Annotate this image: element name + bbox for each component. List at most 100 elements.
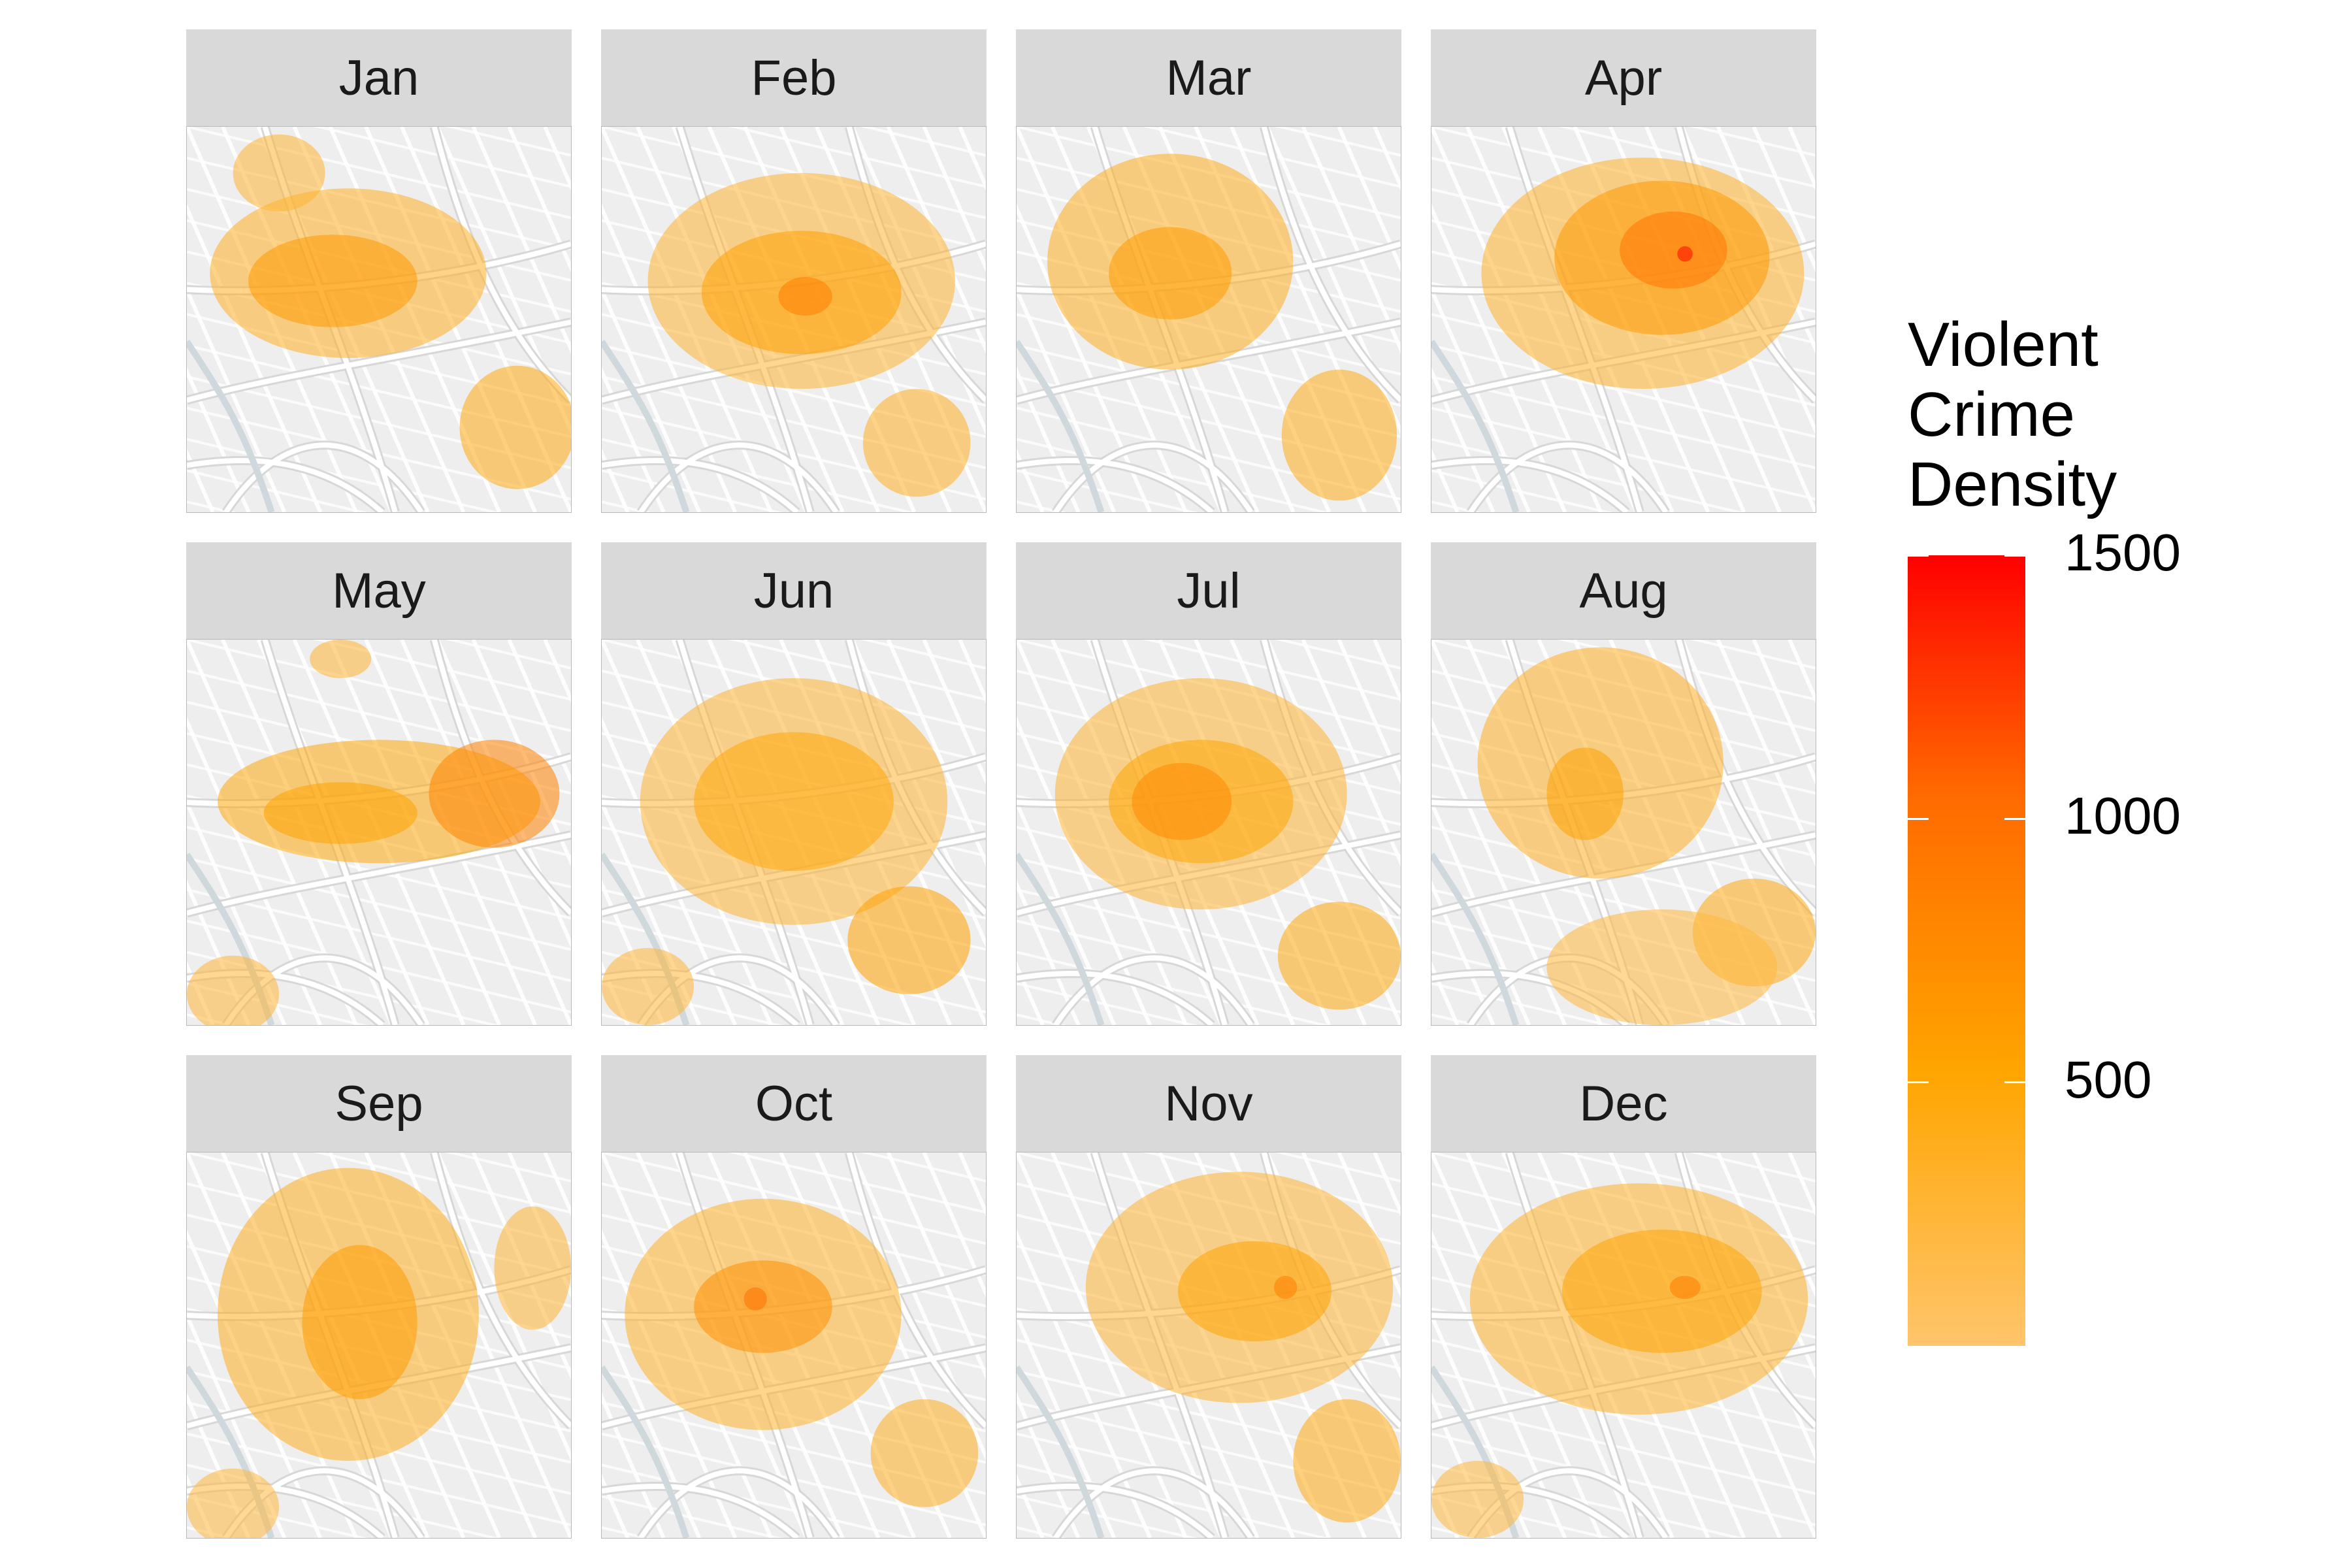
density-contour-2	[743, 1287, 767, 1311]
facet-strip-label: Nov	[1016, 1055, 1401, 1152]
density-contours	[1477, 647, 1816, 1025]
density-contour-2	[1669, 1275, 1701, 1299]
map-river	[602, 340, 690, 512]
map-river	[187, 340, 275, 512]
legend-title-line-1: Violent	[1908, 310, 2099, 380]
density-map	[601, 1152, 987, 1539]
density-contour-3	[1431, 1460, 1524, 1538]
facet-strip-label: Jan	[186, 29, 572, 126]
density-map	[186, 1152, 572, 1539]
density-map	[1016, 639, 1401, 1026]
facet-panel-feb: Feb	[601, 29, 987, 516]
facet-strip-label: Dec	[1431, 1055, 1816, 1152]
density-map	[1016, 1152, 1401, 1539]
density-contour-2	[1132, 762, 1232, 840]
density-contour-1	[1561, 1230, 1762, 1353]
legend-tick-label-500: 500	[2065, 1050, 2152, 1109]
facet-grid: Jan Feb Mar Apr May Jun Jul Aug Sep Oct Nov Dec	[186, 29, 1816, 1542]
facet-panel-apr: Apr	[1431, 29, 1816, 516]
legend-tick-1000-left	[1908, 817, 1929, 820]
density-contour-3	[862, 389, 971, 497]
density-contours	[1085, 1171, 1401, 1523]
density-contour-3	[1277, 902, 1401, 1010]
facet-strip-label: Apr	[1431, 29, 1816, 126]
facet-panel-sep: Sep	[186, 1055, 572, 1542]
density-contour-2	[778, 277, 832, 316]
density-contours	[625, 1198, 979, 1507]
legend-tick-label-1500: 1500	[2065, 523, 2181, 581]
density-contour-1	[1177, 1241, 1332, 1342]
density-contour-3	[870, 1399, 979, 1507]
density-contours	[1481, 157, 1805, 389]
facet-strip-label: Sep	[186, 1055, 572, 1152]
density-map	[1431, 1152, 1816, 1539]
density-contour-2	[1281, 369, 1397, 501]
legend-tick-1000-right	[2004, 817, 2025, 820]
map-river	[602, 1365, 690, 1538]
density-contour-3	[1546, 909, 1778, 1025]
density-map	[1431, 126, 1816, 513]
facet-strip-label: Oct	[601, 1055, 987, 1152]
density-contour-2	[494, 1206, 571, 1330]
density-map	[601, 639, 987, 1026]
facet-strip-label: Mar	[1016, 29, 1401, 126]
density-contour-3	[187, 1468, 280, 1538]
legend-tick-1500-right	[2004, 554, 2025, 557]
facet-panel-aug: Aug	[1431, 542, 1816, 1029]
facet-strip-label: May	[186, 542, 572, 639]
density-contour-3	[233, 134, 325, 212]
legend-title-line-3: Density	[1908, 449, 2117, 519]
facet-panel-mar: Mar	[1016, 29, 1401, 516]
legend-tick-1500-left	[1908, 554, 1929, 557]
facet-panel-dec: Dec	[1431, 1055, 1816, 1542]
map-river	[1431, 853, 1520, 1025]
density-contour-1	[429, 740, 560, 848]
density-map	[1431, 639, 1816, 1026]
density-contours	[1431, 1183, 1808, 1538]
density-contour-1	[1109, 227, 1232, 319]
density-contour-2	[1620, 211, 1727, 289]
density-contour-1	[694, 732, 894, 871]
density-contour-1	[302, 1245, 417, 1399]
map-river	[1017, 853, 1105, 1025]
density-contour-2	[459, 365, 571, 489]
facet-panel-nov: Nov	[1016, 1055, 1401, 1542]
density-contours	[1054, 678, 1401, 1010]
density-contours	[647, 172, 971, 497]
legend-tick-label-1000: 1000	[2065, 787, 2181, 845]
density-map	[601, 126, 987, 513]
map-river	[1431, 340, 1520, 512]
density-contours	[210, 134, 571, 489]
facet-panel-jan: Jan	[186, 29, 572, 516]
legend-tick-500-left	[1908, 1081, 1929, 1084]
color-legend: Violent Crime Density 1500 1000 500	[1908, 314, 2300, 1359]
density-contour-4	[187, 955, 280, 1025]
density-map	[186, 126, 572, 513]
density-contour-3	[602, 947, 694, 1025]
density-contour-2	[263, 782, 417, 844]
density-contour-2	[847, 886, 971, 994]
facet-panel-jun: Jun	[601, 542, 987, 1029]
facet-strip-label: Feb	[601, 29, 987, 126]
density-contour-3	[310, 640, 372, 679]
facet-panel-may: May	[186, 542, 572, 1029]
facet-strip-label: Aug	[1431, 542, 1816, 639]
legend-title-line-2: Crime	[1908, 380, 2075, 449]
density-map	[186, 639, 572, 1026]
facet-panel-jul: Jul	[1016, 542, 1401, 1029]
facet-panel-oct: Oct	[601, 1055, 987, 1542]
map-river	[1017, 340, 1105, 512]
density-contours	[602, 678, 971, 1025]
map-river	[1017, 1365, 1105, 1538]
density-contour-3	[1293, 1399, 1401, 1523]
legend-tick-500-right	[2004, 1081, 2025, 1084]
density-contour-1	[248, 235, 417, 327]
density-contours	[187, 640, 560, 1025]
density-contour-3	[1677, 246, 1693, 262]
facet-strip-label: Jun	[601, 542, 987, 639]
density-map	[1016, 126, 1401, 513]
legend-color-bar	[1908, 555, 2025, 1346]
density-contour-1	[1546, 747, 1624, 840]
facet-strip-label: Jul	[1016, 542, 1401, 639]
density-contour-2	[1273, 1275, 1298, 1299]
